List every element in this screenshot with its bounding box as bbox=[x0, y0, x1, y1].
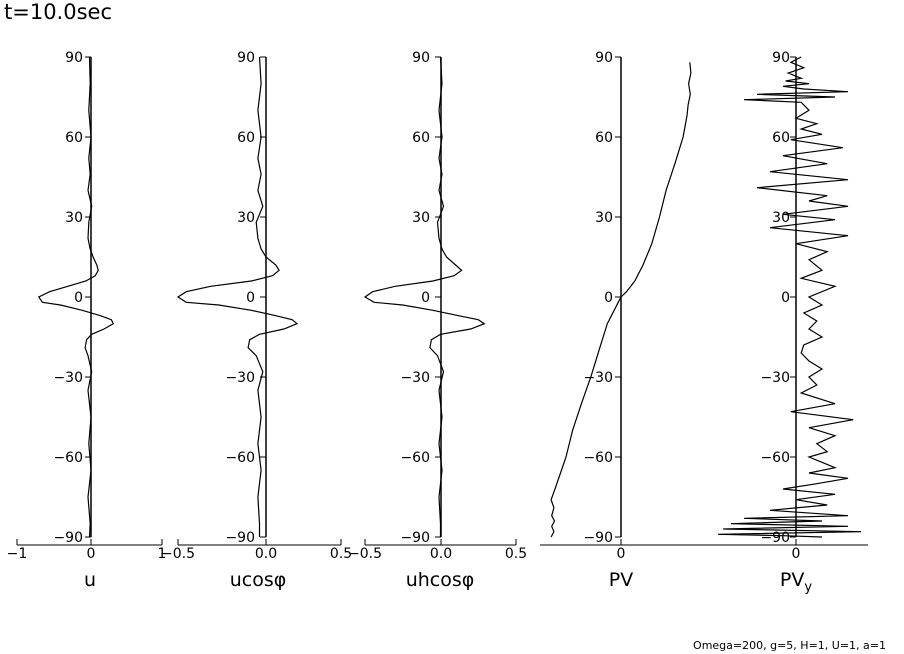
ucos-ytick-label: −30 bbox=[225, 370, 255, 386]
pv-ytick-label: 0 bbox=[604, 290, 613, 306]
pv-ytick-label: −60 bbox=[583, 450, 613, 466]
pvy-ytick-label: 0 bbox=[781, 290, 790, 306]
pv-ytick-label: 90 bbox=[595, 50, 613, 66]
u-series-line bbox=[37, 56, 115, 538]
u-ytick-label: −30 bbox=[53, 370, 83, 386]
u-ytick-label: 60 bbox=[65, 130, 83, 146]
ucos-ytick-label: 90 bbox=[237, 50, 255, 66]
pvy-series-line bbox=[717, 56, 862, 538]
u-ytick-label: 90 bbox=[65, 50, 83, 66]
uhcos-ytick-label: 0 bbox=[421, 290, 430, 306]
uhcos-xtick-label: 0.0 bbox=[430, 546, 452, 562]
ucos-xtick-label: 0.0 bbox=[255, 546, 277, 562]
uhcos-ytick-label: −30 bbox=[400, 370, 430, 386]
ucos-xtick-label: −0.5 bbox=[161, 546, 195, 562]
pvy-ytick-label: −60 bbox=[760, 450, 790, 466]
uhcos-ytick-label: 30 bbox=[412, 210, 430, 226]
pv-ytick-label: −90 bbox=[583, 530, 613, 546]
pv-ytick-label: −30 bbox=[583, 370, 613, 386]
pv-xlabel: PV bbox=[609, 569, 633, 591]
u-ytick-label: −60 bbox=[53, 450, 83, 466]
parameter-footnote: Omega=200, g=5, H=1, U=1, a=1 bbox=[693, 639, 886, 652]
uhcos-ytick-label: −90 bbox=[400, 530, 430, 546]
pvy-ytick-label: 90 bbox=[772, 50, 790, 66]
ucos-ytick-label: 60 bbox=[237, 130, 255, 146]
pv-ytick-label: 30 bbox=[595, 210, 613, 226]
time-label: t=10.0sec bbox=[4, 0, 112, 24]
ucos-xtick-label: 0.5 bbox=[330, 546, 352, 562]
ucos-ytick-label: −60 bbox=[225, 450, 255, 466]
u-xtick-label: −1 bbox=[7, 546, 28, 562]
ucos-ytick-label: 30 bbox=[237, 210, 255, 226]
pvy-ytick-label: −90 bbox=[760, 530, 790, 546]
pvy-ytick-label: 30 bbox=[772, 210, 790, 226]
pv-series-line bbox=[550, 62, 692, 538]
u-xtick-label: 0 bbox=[87, 546, 96, 562]
uhcos-ytick-label: −60 bbox=[400, 450, 430, 466]
uhcos-ytick-label: 90 bbox=[412, 50, 430, 66]
ucos-ytick-label: 0 bbox=[246, 290, 255, 306]
ucos-ytick-label: −90 bbox=[225, 530, 255, 546]
uhcos-xtick-label: 0.5 bbox=[505, 546, 527, 562]
uhcos-series-line bbox=[363, 56, 486, 537]
uhcos-xtick-label: −0.5 bbox=[348, 546, 382, 562]
u-xtick-label: 1 bbox=[158, 546, 167, 562]
pvy-xlabel: PVy bbox=[780, 569, 812, 595]
pv-ytick-label: 60 bbox=[595, 130, 613, 146]
pvy-ytick-label: 60 bbox=[772, 130, 790, 146]
u-ytick-label: 0 bbox=[74, 290, 83, 306]
pvy-ytick-label: −30 bbox=[760, 370, 790, 386]
u-ytick-label: −90 bbox=[53, 530, 83, 546]
uhcos-xlabel: uhcosφ bbox=[406, 569, 475, 591]
pvy-xtick-label: 0 bbox=[792, 546, 801, 562]
ucos-series-line bbox=[176, 56, 299, 537]
u-ytick-label: 30 bbox=[65, 210, 83, 226]
pv-xtick-label: 0 bbox=[617, 546, 626, 562]
ucos-xlabel: ucosφ bbox=[230, 569, 287, 591]
uhcos-ytick-label: 60 bbox=[412, 130, 430, 146]
u-xlabel: u bbox=[84, 569, 96, 591]
